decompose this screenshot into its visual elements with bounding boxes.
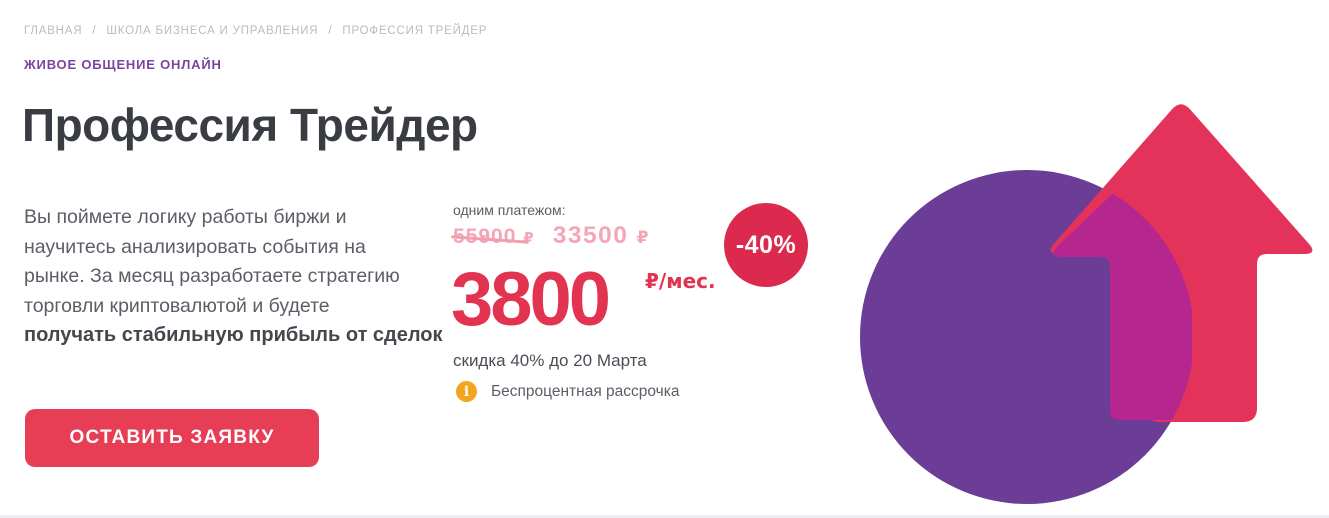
course-description: Вы поймете логику работы биржи и научите… bbox=[24, 203, 443, 351]
red-up-arrow-shape bbox=[1050, 104, 1313, 422]
info-icon[interactable]: i bbox=[456, 381, 477, 402]
breadcrumb-separator: / bbox=[92, 25, 97, 37]
description-line: торговли криптовалютой и будете bbox=[24, 294, 330, 317]
new-price-value: 33500 bbox=[552, 222, 629, 249]
breadcrumb-separator: / bbox=[328, 25, 333, 37]
discount-badge: -40% bbox=[724, 203, 808, 287]
description-line: научитесь анализировать события на bbox=[24, 235, 366, 258]
course-format-label: ЖИВОЕ ОБЩЕНИЕ ОНЛАЙН bbox=[24, 57, 222, 72]
description-line: рынке. За месяц разработаете стратегию bbox=[24, 265, 400, 287]
purple-circle-shape bbox=[860, 170, 1194, 504]
new-price-currency: ₽ bbox=[636, 228, 650, 248]
discount-deadline-note: скидка 40% до 20 Марта bbox=[453, 351, 647, 370]
breadcrumb: ГЛАВНАЯ / ШКОЛА БИЗНЕСА И УПРАВЛЕНИЯ / П… bbox=[24, 25, 487, 37]
breadcrumb-link-business-school[interactable]: ШКОЛА БИЗНЕСА И УПРАВЛЕНИЯ bbox=[106, 25, 319, 37]
prices-row: 55900 ₽ 33500 ₽ bbox=[451, 222, 650, 250]
magenta-up-arrow-shape bbox=[1053, 185, 1194, 420]
new-price: 33500 ₽ bbox=[553, 222, 650, 250]
installment-label: Беспроцентная рассрочка bbox=[491, 382, 680, 400]
old-price-value: 55900 bbox=[453, 225, 517, 248]
one-payment-label: одним платежом: bbox=[453, 202, 566, 218]
submit-request-button[interactable]: ОСТАВИТЬ ЗАЯВКУ bbox=[25, 409, 319, 467]
old-price: 55900 ₽ bbox=[451, 225, 535, 249]
old-price-currency: ₽ bbox=[523, 229, 535, 247]
breadcrumb-link-home[interactable]: ГЛАВНАЯ bbox=[24, 25, 83, 37]
page-title: Профессия Трейдер bbox=[22, 99, 478, 151]
monthly-price: 3800 bbox=[451, 257, 611, 342]
description-highlight-line: получать стабильную прибыль от сделок bbox=[24, 324, 443, 346]
monthly-price-suffix: ₽/мес. bbox=[645, 269, 716, 293]
description-line: Вы поймете логику работы биржи и bbox=[24, 206, 347, 228]
breadcrumb-current-page: ПРОФЕССИЯ ТРЕЙДЕР bbox=[342, 25, 488, 37]
installment-row: i Беспроцентная рассрочка bbox=[456, 381, 680, 402]
section-divider bbox=[0, 515, 1329, 518]
